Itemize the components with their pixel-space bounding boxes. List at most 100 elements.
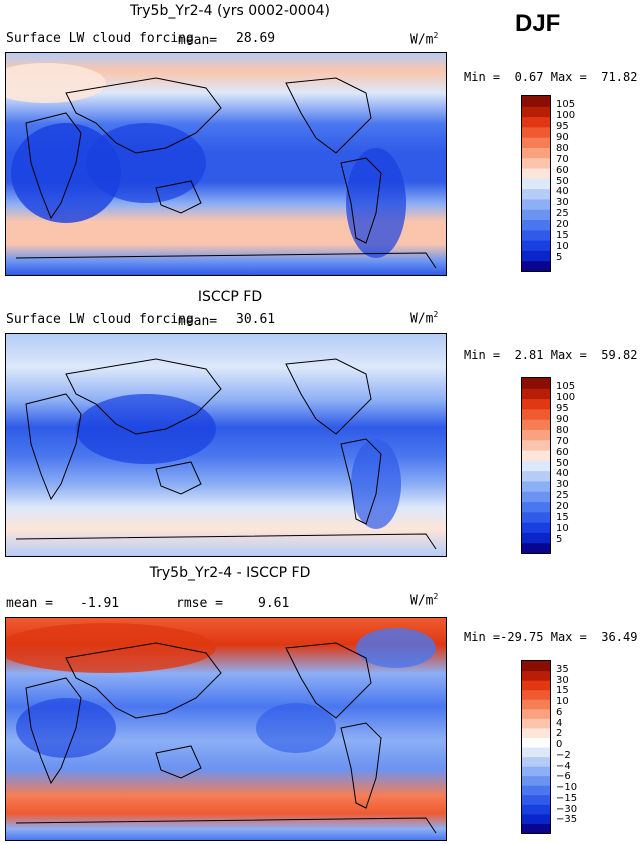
colorbar-2-tick-label: 70	[556, 435, 569, 447]
panel1-subtitle: Surface LW cloud forcing	[6, 31, 194, 46]
colorbar-2-swatch	[522, 450, 550, 461]
colorbar-3-swatch	[522, 718, 550, 729]
colorbar-3-swatch	[522, 766, 550, 777]
colorbar-2-swatch	[522, 388, 550, 400]
colorbar-1-swatch	[522, 219, 550, 231]
colorbar-3-swatch	[522, 813, 550, 824]
panel2-coastlines	[15, 358, 437, 550]
colorbar-2-swatch	[522, 439, 550, 451]
panel1-map	[5, 52, 447, 276]
colorbar-2-swatch	[522, 532, 550, 544]
colorbar-2-swatch	[522, 408, 550, 420]
panel3-map	[5, 617, 447, 841]
colorbar-1-tick-label: 20	[556, 219, 569, 231]
panel1-mean-value: 28.69	[236, 31, 276, 46]
colorbar-3-swatch	[522, 804, 550, 815]
colorbar-3-swatch	[522, 661, 550, 672]
colorbar-1-swatch	[522, 198, 550, 210]
colorbar-1-tick-label: 15	[556, 230, 569, 242]
colorbar-1-swatch	[522, 106, 550, 118]
colorbar-2-tick-label: 50	[556, 457, 569, 469]
colorbar-1-tick-label: 40	[556, 186, 569, 198]
panel2-mean-value: 30.61	[236, 312, 276, 327]
colorbar-1-swatch	[522, 157, 550, 169]
colorbar-2-swatch	[522, 501, 550, 513]
colorbar-1-swatch	[522, 137, 550, 148]
colorbar-3-tick-label: 15	[556, 685, 569, 697]
colorbar-3-swatch	[522, 747, 550, 758]
colorbar-2-swatch	[522, 460, 550, 472]
panel1-title: Try5b_Yr2-4 (yrs 0002-0004)	[130, 3, 330, 19]
colorbar-2-swatch	[522, 511, 550, 523]
panel1-coastlines	[15, 77, 437, 269]
colorbar-2-tick-label: 80	[556, 424, 569, 436]
colorbar-1-tick-label: 10	[556, 241, 569, 253]
colorbar-3-swatch	[522, 727, 550, 738]
colorbar-2-tick-label: 60	[556, 446, 569, 458]
colorbar-1-swatch	[522, 188, 550, 200]
colorbar-2-tick-label: 15	[556, 512, 569, 524]
colorbar-3-swatch	[522, 756, 550, 767]
colorbar-3-tick-label: −30	[556, 803, 578, 815]
colorbar-3-swatch	[522, 823, 550, 833]
season-label: DJF	[515, 10, 561, 37]
colorbar-3-tick-label: 2	[556, 728, 563, 740]
colorbar-2-swatch	[522, 419, 550, 430]
colorbar-2-swatch	[522, 398, 550, 410]
colorbar-1-tick-label: 70	[556, 153, 569, 165]
panel3-mean-value: -1.91	[80, 596, 120, 611]
colorbar-1-swatch	[522, 147, 550, 159]
colorbar-1-tick-label: 90	[556, 131, 569, 143]
colorbar-1-swatch	[522, 126, 550, 138]
panel2-map	[5, 333, 447, 557]
colorbar-2-tick-label: 25	[556, 490, 569, 502]
colorbar-3-swatch	[522, 670, 550, 681]
panel2-subtitle: Surface LW cloud forcing	[6, 312, 194, 327]
colorbar-2-tick-label: 100	[556, 391, 576, 403]
colorbar-2-tick-label: 5	[556, 534, 563, 546]
colorbar-1-swatch	[522, 260, 550, 271]
panel3-colorbar	[521, 660, 551, 834]
panel3-mean-label: mean =	[6, 596, 53, 611]
colorbar-1-swatch	[522, 96, 550, 107]
colorbar-3-tick-label: −4	[556, 760, 571, 772]
colorbar-2-swatch	[522, 378, 550, 389]
panel3-title: Try5b_Yr2-4 - ISCCP FD	[149, 565, 311, 581]
colorbar-2-tick-label: 105	[556, 380, 576, 392]
colorbar-2-tick-label: 10	[556, 523, 569, 535]
panel3-minmax: Min =-29.75 Max = 36.49	[464, 630, 638, 644]
colorbar-3-tick-label: 10	[556, 696, 569, 707]
colorbar-3-swatch	[522, 775, 550, 786]
colorbar-3-swatch	[522, 785, 550, 796]
panel2-colorbar-labels: 105 100 95 90 80 70 60 50 40 30 25 20 15 10 5	[556, 377, 596, 552]
colorbar-3-tick-label: 6	[556, 706, 563, 718]
panel2-minmax: Min = 2.81 Max = 59.82	[464, 348, 638, 362]
panel3-units: W/m2	[410, 592, 439, 609]
panel3-coastlines	[15, 642, 437, 834]
colorbar-3-swatch	[522, 689, 550, 700]
panel2-units: W/m2	[410, 310, 439, 327]
colorbar-3-swatch	[522, 680, 550, 691]
colorbar-2-swatch	[522, 491, 550, 503]
colorbar-3-swatch	[522, 794, 550, 805]
colorbar-1-swatch	[522, 116, 550, 128]
panel2-title: ISCCP FD	[197, 289, 263, 305]
colorbar-2-tick-label: 20	[556, 501, 569, 513]
colorbar-1-swatch	[522, 178, 550, 190]
panel1-colorbar-labels: 105 100 95 90 80 70 60 50 40 30 25 20 15 10 5	[556, 95, 596, 270]
colorbar-2-tick-label: 30	[556, 479, 569, 491]
colorbar-2-swatch	[522, 470, 550, 482]
colorbar-1-tick-label: 5	[556, 252, 563, 264]
colorbar-2-tick-label: 90	[556, 413, 569, 425]
colorbar-2-swatch	[522, 480, 550, 492]
panel3-rmse-value: 9.61	[258, 596, 290, 611]
colorbar-2-swatch	[522, 542, 550, 553]
colorbar-1-tick-label: 30	[556, 197, 569, 209]
colorbar-3-swatch	[522, 737, 550, 748]
panel2-colorbar	[521, 377, 551, 554]
panel1-units: W/m2	[410, 31, 439, 48]
colorbar-3-tick-label: −6	[556, 771, 571, 783]
colorbar-3-tick-label: 0	[556, 739, 563, 750]
colorbar-1-swatch	[522, 250, 550, 262]
panel3-colorbar-labels: 35 30 15 10 6 4 2 0 −2 −4 −6 −10 −15 −30 −35	[556, 660, 596, 832]
